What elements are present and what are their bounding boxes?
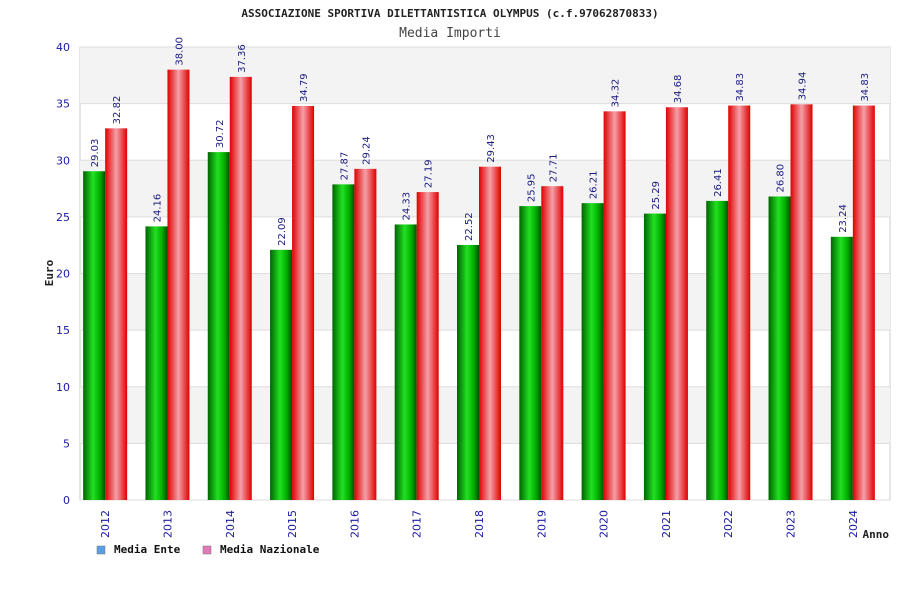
bar-media-nazionale xyxy=(229,76,252,500)
bar-media-ente xyxy=(581,203,604,500)
bar-media-nazionale xyxy=(105,128,128,500)
bar-media-ente xyxy=(394,224,417,500)
bar-media-nazionale xyxy=(541,186,564,500)
x-tick-label: 2012 xyxy=(99,510,112,538)
data-label: 34.68 xyxy=(673,75,684,104)
data-label: 34.83 xyxy=(735,73,746,102)
bar-media-ente xyxy=(643,213,666,500)
data-label: 30.72 xyxy=(215,119,226,148)
bar-media-nazionale xyxy=(167,69,190,501)
bar-media-ente xyxy=(83,171,106,501)
plot-band xyxy=(80,47,890,104)
bar-media-nazionale xyxy=(292,106,315,501)
x-tick-label: 2021 xyxy=(660,510,673,538)
data-label: 22.52 xyxy=(464,212,475,241)
bar-media-ente xyxy=(519,206,542,500)
y-tick-label: 30 xyxy=(56,154,70,167)
data-label: 25.29 xyxy=(651,181,662,210)
x-tick-label: 2013 xyxy=(161,510,174,538)
data-label: 29.43 xyxy=(486,134,497,163)
y-tick-label: 40 xyxy=(56,41,70,54)
data-label: 29.24 xyxy=(361,136,372,165)
data-label: 34.83 xyxy=(860,73,871,102)
data-label: 23.24 xyxy=(838,204,849,233)
bar-media-nazionale xyxy=(479,166,501,500)
x-tick-label: 2014 xyxy=(224,510,237,538)
y-tick-label: 5 xyxy=(63,437,70,450)
legend-swatch-media-nazionale xyxy=(202,545,212,555)
legend: Media Ente Media Nazionale xyxy=(96,543,320,556)
bar-media-nazionale xyxy=(728,105,751,501)
data-label: 27.71 xyxy=(548,154,559,183)
data-label: 26.80 xyxy=(776,164,787,193)
data-label: 25.95 xyxy=(526,173,537,202)
bar-media-nazionale xyxy=(354,168,377,500)
bar-media-nazionale xyxy=(416,192,439,501)
bar-media-ente xyxy=(457,244,479,500)
x-axis-ticks: 2012 2013 2014 2015 2016 2017 2018 2019 2020 2021… xyxy=(99,510,860,538)
data-label: 37.36 xyxy=(237,44,248,73)
data-label: 24.33 xyxy=(402,192,413,221)
x-tick-label: 2016 xyxy=(348,510,361,538)
x-tick-label: 2020 xyxy=(598,510,611,538)
x-tick-label: 2023 xyxy=(785,510,798,538)
data-label: 24.16 xyxy=(152,194,163,223)
legend-label-media-ente: Media Ente xyxy=(114,543,181,556)
chart-title: ASSOCIAZIONE SPORTIVA DILETTANTISTICA OL… xyxy=(241,7,658,20)
bar-media-ente xyxy=(145,226,168,500)
x-tick-label: 2017 xyxy=(411,510,424,538)
x-axis-label: Anno xyxy=(863,528,890,541)
data-label: 32.82 xyxy=(112,96,123,125)
data-labels: 29.03 32.82 24.16 38.00 30.72 37.36 22.09 34.79… xyxy=(90,37,871,246)
x-tick-label: 2022 xyxy=(722,510,735,538)
data-label: 34.32 xyxy=(611,79,622,108)
data-label: 34.79 xyxy=(299,73,310,102)
y-tick-label: 35 xyxy=(56,98,70,111)
bar-media-ente xyxy=(830,236,853,500)
data-label: 29.03 xyxy=(90,139,101,168)
bar-media-ente xyxy=(768,196,791,501)
chart-subtitle: Media Importi xyxy=(399,26,501,41)
bar-media-ente xyxy=(706,200,729,501)
y-tick-label: 0 xyxy=(63,494,70,507)
bar-media-ente xyxy=(270,249,293,500)
y-tick-label: 10 xyxy=(56,381,70,394)
y-axis-label: Euro xyxy=(43,259,56,286)
bar-media-ente xyxy=(332,184,355,500)
bar-media-nazionale xyxy=(790,104,813,500)
legend-swatch-media-ente xyxy=(96,545,106,555)
bar-media-ente xyxy=(207,152,230,500)
y-tick-label: 20 xyxy=(56,268,70,281)
bars xyxy=(83,69,875,501)
data-label: 22.09 xyxy=(277,217,288,246)
x-tick-label: 2015 xyxy=(286,510,299,538)
legend-label-media-nazionale: Media Nazionale xyxy=(220,543,320,556)
y-tick-label: 25 xyxy=(56,211,70,224)
bar-media-nazionale xyxy=(665,107,688,501)
data-label: 26.21 xyxy=(589,171,600,200)
x-tick-label: 2019 xyxy=(535,510,548,538)
data-label: 27.87 xyxy=(339,152,350,181)
bar-media-nazionale xyxy=(852,105,875,501)
x-tick-label: 2018 xyxy=(473,510,486,538)
x-tick-label: 2024 xyxy=(847,510,860,538)
data-label: 34.94 xyxy=(798,72,809,101)
y-axis-ticks: 0 5 10 15 20 25 30 35 40 xyxy=(56,41,70,507)
y-tick-label: 15 xyxy=(56,324,70,337)
bar-media-nazionale xyxy=(603,111,626,501)
data-label: 26.41 xyxy=(713,168,724,197)
data-label: 38.00 xyxy=(174,37,185,66)
data-label: 27.19 xyxy=(424,159,435,188)
